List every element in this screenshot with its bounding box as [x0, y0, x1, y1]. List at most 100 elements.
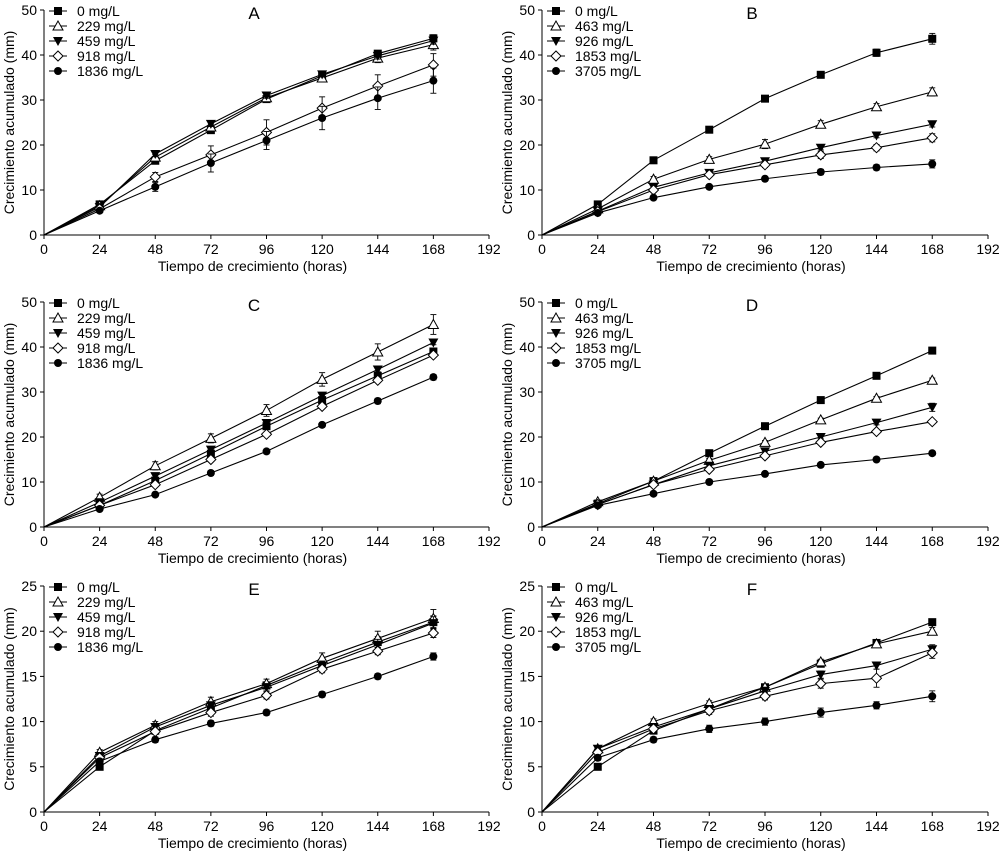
series-line — [541, 630, 933, 813]
data-point — [928, 449, 937, 458]
y-tick-label: 20 — [519, 137, 535, 153]
legend-marker — [54, 359, 62, 367]
legend-label: 926 mg/L — [575, 33, 634, 49]
y-axis-title: Crecimiento acumulado (mm) — [499, 607, 515, 791]
data-point — [814, 118, 827, 129]
data-point — [205, 453, 217, 466]
data-point — [316, 400, 328, 413]
data-point — [205, 445, 216, 455]
chart-panel-e: 0 24 48 72 96 120 144 168 192 0 5 10 15 20 25 Tiempo de… — [1, 578, 501, 851]
x-tick-label: 24 — [590, 533, 606, 549]
legend-marker — [53, 613, 63, 622]
series-line — [43, 632, 434, 813]
data-point — [150, 472, 161, 482]
data-point — [927, 403, 938, 413]
x-tick-label: 144 — [366, 533, 390, 549]
y-tick-label: 10 — [21, 182, 37, 198]
data-point — [870, 392, 883, 403]
data-point — [705, 182, 714, 191]
x-tick-label: 120 — [310, 533, 334, 549]
series-3705-mg-l — [541, 159, 937, 236]
data-point — [261, 683, 272, 693]
x-axis-title: Tiempo de crecimiento (horas) — [158, 550, 347, 566]
data-point — [372, 645, 384, 657]
x-tick-label: 192 — [477, 241, 501, 257]
series-line — [541, 652, 933, 813]
x-tick-label: 168 — [422, 818, 446, 834]
series-line — [43, 350, 434, 528]
data-point — [815, 149, 827, 161]
data-point — [703, 705, 715, 717]
data-point — [262, 136, 271, 145]
series-line — [541, 379, 933, 528]
data-point — [761, 717, 769, 726]
legend-label: 926 mg/L — [575, 609, 634, 625]
y-tick-label: 0 — [29, 227, 37, 243]
legend-marker — [550, 342, 562, 354]
legend-marker — [552, 67, 560, 75]
x-tick-label: 72 — [701, 533, 717, 549]
data-point — [703, 153, 716, 164]
series-line — [541, 91, 933, 236]
data-point — [871, 418, 882, 428]
legend-label: 1853 mg/L — [575, 340, 641, 356]
data-point — [703, 168, 715, 181]
data-point — [262, 708, 271, 717]
chart-panel-c: 0 24 48 72 96 120 144 168 192 0 10 20 30 40 50 Tiempo d… — [1, 294, 501, 566]
data-point — [649, 193, 658, 202]
legend-label: 0 mg/L — [77, 579, 120, 595]
data-point — [816, 708, 825, 717]
legend-marker — [551, 329, 561, 338]
data-point — [428, 338, 439, 348]
data-point — [872, 701, 881, 710]
y-tick-label: 15 — [519, 668, 535, 684]
y-tick-label: 20 — [21, 623, 37, 639]
x-tick-label: 24 — [590, 818, 606, 834]
x-tick-label: 120 — [310, 818, 334, 834]
data-point — [317, 391, 328, 401]
data-point — [926, 625, 939, 636]
data-point — [926, 647, 938, 659]
legend-label: 459 mg/L — [77, 33, 136, 49]
legend-label: 1853 mg/L — [575, 624, 641, 640]
series-line — [43, 622, 434, 813]
x-tick-label: 144 — [366, 818, 390, 834]
data-point — [427, 318, 440, 329]
data-point — [205, 706, 217, 719]
series-0-mg-l — [541, 32, 937, 236]
y-tick-label: 40 — [21, 47, 37, 63]
y-tick-label: 25 — [21, 578, 37, 594]
data-point — [759, 159, 771, 171]
data-point — [815, 670, 826, 680]
x-tick-label: 72 — [203, 241, 219, 257]
legend-marker — [54, 299, 62, 307]
y-tick-label: 5 — [29, 759, 37, 775]
y-tick-label: 20 — [519, 429, 535, 445]
series-line — [541, 452, 933, 528]
legend-marker — [52, 626, 64, 638]
data-point — [870, 141, 883, 154]
y-tick-label: 50 — [21, 2, 37, 18]
y-tick-label: 25 — [519, 578, 535, 594]
x-tick-label: 48 — [646, 241, 662, 257]
x-tick-label: 72 — [701, 241, 717, 257]
data-point — [149, 478, 161, 491]
x-tick-label: 72 — [203, 533, 219, 549]
data-point — [870, 425, 883, 438]
y-tick-label: 50 — [519, 2, 535, 18]
legend-marker — [552, 7, 560, 15]
data-point — [206, 159, 215, 167]
data-point — [149, 171, 161, 183]
series-0-mg-l — [541, 346, 937, 528]
legend-marker — [52, 342, 64, 354]
x-axis-title: Tiempo de crecimiento (horas) — [656, 835, 845, 851]
legend-marker — [552, 583, 560, 591]
x-tick-label: 96 — [757, 533, 773, 549]
y-tick-label: 15 — [21, 668, 37, 684]
x-tick-label: 24 — [92, 818, 108, 834]
data-point — [705, 449, 714, 458]
legend-label: 3705 mg/L — [575, 355, 641, 371]
data-point — [593, 762, 602, 771]
series-459-mg-l — [43, 616, 439, 813]
